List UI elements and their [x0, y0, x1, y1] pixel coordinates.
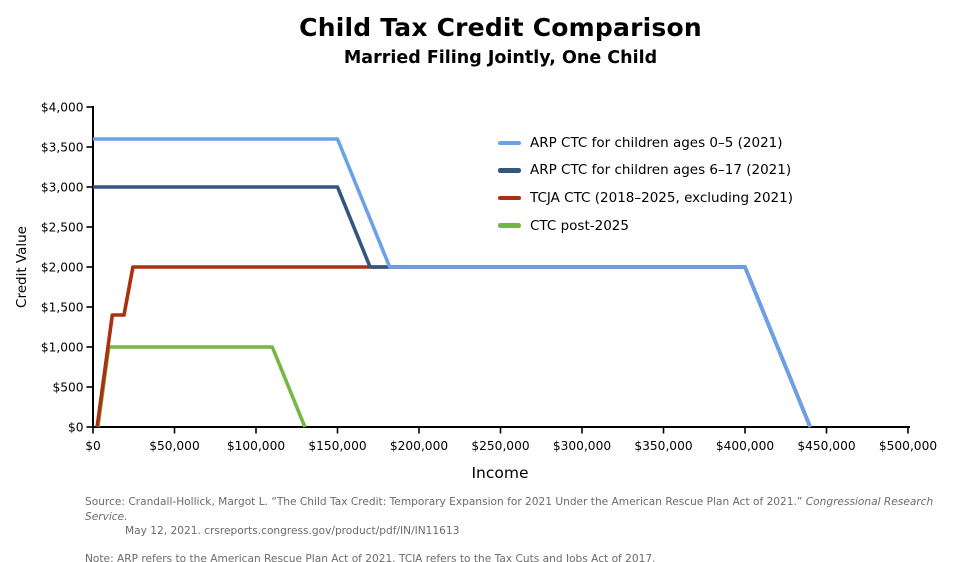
- y-tick-label: $3,500: [41, 140, 84, 154]
- y-tick-label: $4,000: [41, 100, 84, 114]
- x-tick-label: $300,000: [553, 439, 611, 453]
- legend-label: TCJA CTC (2018–2025, excluding 2021): [530, 189, 793, 206]
- legend-item: TCJA CTC (2018–2025, excluding 2021): [498, 184, 793, 212]
- chart-title: Child Tax Credit Comparison: [299, 13, 702, 42]
- source-line-1: Source: Crandall-Hollick, Margot L. “The…: [85, 495, 945, 524]
- x-tick-label: $400,000: [716, 439, 774, 453]
- legend-line-swatch: [498, 140, 521, 146]
- chart-legend: ARP CTC for children ages 0–5 (2021) ARP…: [498, 129, 793, 239]
- source-text: Source: Crandall-Hollick, Margot L. “The…: [85, 496, 806, 508]
- data-line-series-3: [96, 345, 307, 428]
- data-line-series-0: [93, 137, 812, 428]
- legend-item: CTC post-2025: [498, 212, 793, 240]
- x-tick-label: $350,000: [634, 439, 692, 453]
- y-tick-label: $500: [52, 380, 83, 394]
- x-tick-label: $50,000: [149, 439, 199, 453]
- x-tick-label: $500,000: [879, 439, 937, 453]
- chart-subtitle: Married Filing Jointly, One Child: [343, 47, 658, 68]
- y-tick-label: $1,000: [41, 340, 84, 354]
- source-publication: Congressional Research Service.: [85, 496, 934, 523]
- note-line: Note: ARP refers to the American Rescue …: [85, 552, 656, 562]
- x-tick-label: $150,000: [308, 439, 366, 453]
- y-tick-label: $1,500: [41, 300, 84, 314]
- x-tick-label: $250,000: [471, 439, 529, 453]
- x-tick-label: $450,000: [797, 439, 855, 453]
- x-tick-label: $100,000: [227, 439, 285, 453]
- legend-item: ARP CTC for children ages 0–5 (2021): [498, 129, 793, 157]
- y-axis-label: Credit Value: [14, 226, 30, 308]
- y-tick-label: $2,500: [41, 220, 84, 234]
- x-tick-label: $0: [85, 439, 101, 453]
- x-tick-label: $200,000: [390, 439, 448, 453]
- legend-label: ARP CTC for children ages 0–5 (2021): [530, 134, 783, 151]
- y-tick-label: $2,000: [41, 260, 84, 274]
- chart-header: Child Tax Credit Comparison Married Fili…: [93, 13, 908, 68]
- legend-label: ARP CTC for children ages 6–17 (2021): [530, 162, 792, 179]
- x-axis-label-row: Income: [0, 464, 960, 482]
- legend-line-swatch: [498, 168, 521, 173]
- legend-label: CTC post-2025: [530, 217, 629, 234]
- legend-line-swatch: [498, 195, 521, 201]
- x-axis-label: Income: [471, 464, 529, 482]
- legend-line-swatch: [498, 223, 521, 228]
- source-line-2: May 12, 2021. crsreports.congress.gov/pr…: [125, 525, 460, 538]
- legend-item: ARP CTC for children ages 6–17 (2021): [498, 157, 793, 185]
- source-note-block: Source: Crandall-Hollick, Margot L. “The…: [85, 495, 945, 562]
- y-tick-label: $3,000: [41, 180, 84, 194]
- y-tick-label: $0: [68, 420, 84, 434]
